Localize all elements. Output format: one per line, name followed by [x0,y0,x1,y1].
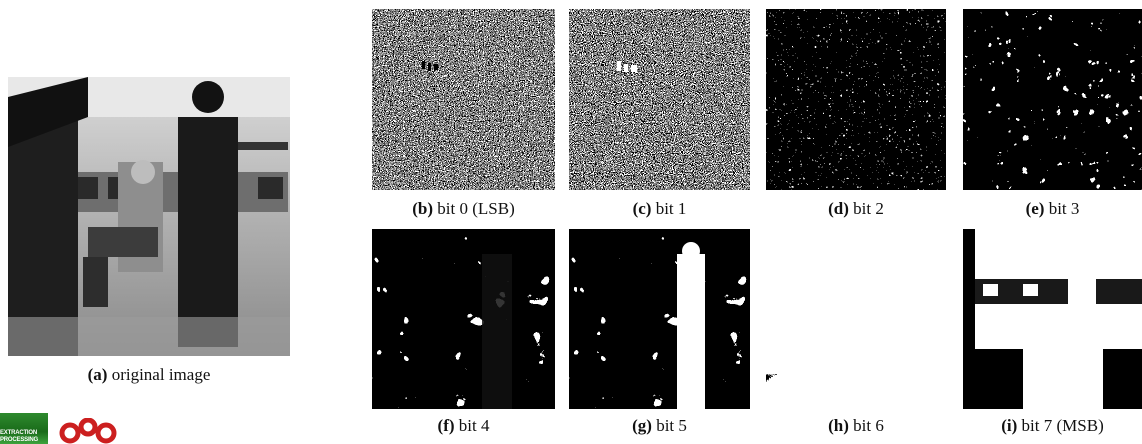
bit-plane-2-image [766,9,946,190]
extraction-processing-logo: EXTRACTION PROCESSING [0,413,48,444]
panel-caption-i: (i) bit 7 (MSB) [1001,416,1104,435]
bit-plane-1-image [569,9,750,190]
panel-caption-b: (b) bit 0 (LSB) [412,199,515,218]
panel-caption-f: (f) bit 4 [437,416,490,435]
panel-caption-d: (d) bit 2 [828,199,884,218]
panel-caption-h: (h) bit 6 [828,416,884,435]
panel-caption-a: (a) original image [87,365,211,384]
bit-plane-6-image [766,229,946,409]
bit-plane-5-image [569,229,750,409]
original-image [8,77,290,356]
panel-caption-e: (e) bit 3 [1025,199,1080,218]
bit-plane-4-image [372,229,555,409]
bit-plane-3-image [963,9,1142,190]
bit-plane-0-image [372,9,555,190]
panel-caption-g: (g) bit 5 [632,416,687,435]
bit-plane-7-image [963,229,1142,409]
chain-link-logo [59,418,117,444]
panel-caption-c: (c) bit 1 [632,199,687,218]
